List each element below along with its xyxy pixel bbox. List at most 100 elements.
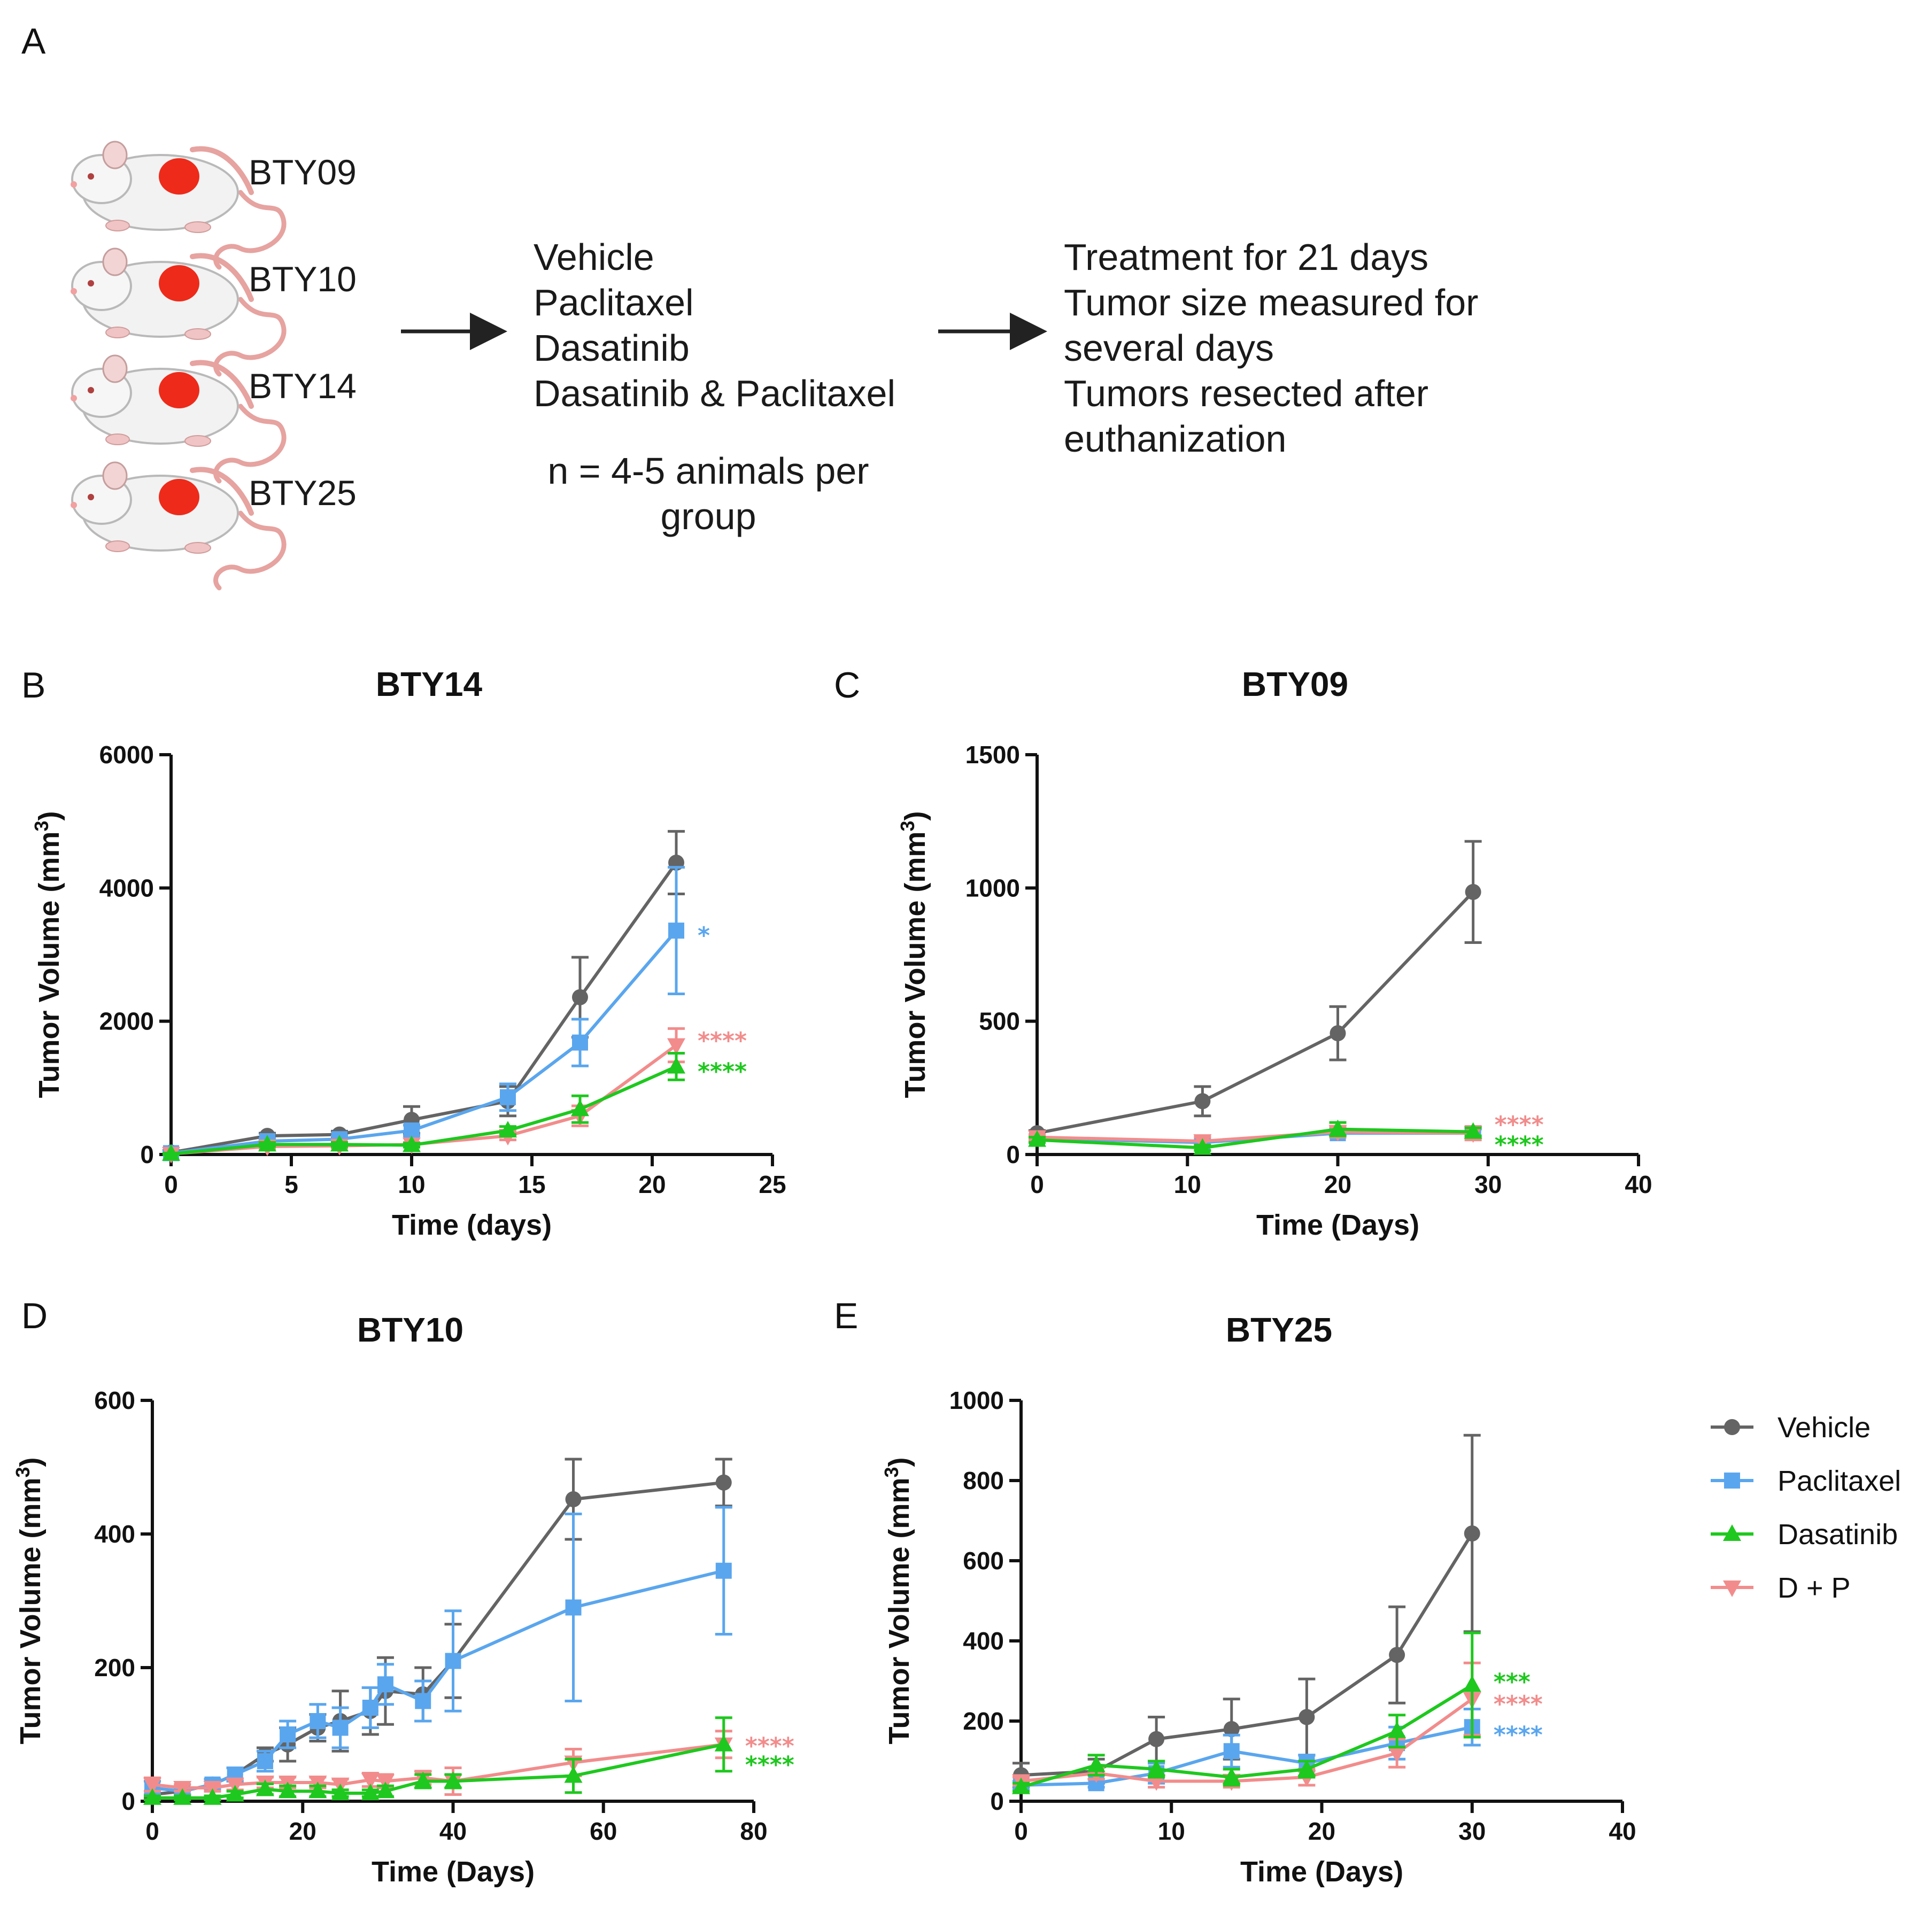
legend-item-vehicle: Vehicle xyxy=(1711,1412,1871,1444)
data-point xyxy=(500,1089,516,1105)
data-point xyxy=(376,1781,395,1799)
chart-title: BTY14 xyxy=(376,665,483,703)
data-point xyxy=(1389,1647,1405,1663)
panel-letter-e: E xyxy=(834,1296,858,1336)
x-tick-label: 40 xyxy=(1609,1817,1636,1845)
treatment-label: Dasatinib & Paclitaxel xyxy=(534,373,895,414)
x-tick-label: 20 xyxy=(638,1171,666,1198)
x-tick-label: 20 xyxy=(1308,1817,1335,1845)
procedure-text: Treatment for 21 days xyxy=(1064,236,1428,278)
y-tick-label: 600 xyxy=(94,1386,135,1414)
treatment-label: Vehicle xyxy=(534,236,654,278)
data-point xyxy=(668,923,684,939)
significance-label: **** xyxy=(698,1027,747,1055)
data-point xyxy=(280,1726,296,1742)
data-point xyxy=(1147,1760,1166,1776)
series-dasatinib xyxy=(162,1052,685,1161)
data-point xyxy=(414,1771,432,1788)
series-line xyxy=(152,1569,724,1793)
data-point xyxy=(445,1653,461,1669)
legend-marker xyxy=(1724,1473,1740,1489)
y-tick-label: 0 xyxy=(1006,1141,1020,1168)
series-dp xyxy=(1028,1125,1482,1151)
panel-letter-c: C xyxy=(834,665,860,706)
series-vehicle xyxy=(1013,1434,1481,1789)
y-tick-label: 400 xyxy=(963,1627,1004,1655)
chart-title: BTY25 xyxy=(1226,1311,1332,1349)
chart-title: BTY09 xyxy=(1242,665,1348,703)
y-axis-label: Tumor Volume (mm3) xyxy=(30,811,66,1098)
legend-label: Paclitaxel xyxy=(1778,1465,1901,1497)
group-size-text: group xyxy=(660,495,756,537)
y-axis-label: Tumor Volume (mm3) xyxy=(880,1457,916,1744)
x-axis-label: Time (Days) xyxy=(1240,1856,1403,1888)
data-point xyxy=(1297,1760,1316,1776)
data-point xyxy=(1087,1755,1106,1772)
x-tick-label: 0 xyxy=(1030,1171,1044,1198)
model-label: BTY10 xyxy=(249,259,357,299)
model-label: BTY09 xyxy=(249,152,357,192)
legend-marker xyxy=(1723,1524,1741,1541)
series-dp xyxy=(143,1730,733,1797)
legend-label: Vehicle xyxy=(1778,1412,1871,1444)
data-point xyxy=(572,989,588,1005)
procedure-text: Tumor size measured for xyxy=(1064,282,1478,323)
x-tick-label: 60 xyxy=(590,1817,617,1845)
y-tick-label: 0 xyxy=(121,1787,135,1815)
data-point xyxy=(1223,1743,1240,1760)
x-tick-label: 20 xyxy=(289,1817,316,1845)
data-point xyxy=(1330,1025,1346,1042)
data-point xyxy=(565,1599,582,1616)
data-point xyxy=(667,1057,685,1074)
legend-marker xyxy=(1724,1419,1740,1435)
data-point xyxy=(444,1771,462,1788)
chart-bty10: BTY10 0 200 400 600 0 20 40 60 80 Time (Days) Tumor… xyxy=(12,1311,794,1888)
x-tick-label: 15 xyxy=(518,1171,545,1198)
y-axis-label: Tumor Volume (mm3) xyxy=(897,811,932,1098)
legend-label: D + P xyxy=(1778,1572,1851,1604)
y-tick-label: 0 xyxy=(140,1141,154,1168)
series-line xyxy=(171,862,678,1155)
data-point xyxy=(361,1784,380,1800)
x-tick-label: 40 xyxy=(439,1817,467,1845)
chart-bty09: BTY09 0 500 1000 1500 0 10 20 30 40 Time (Days) Tum… xyxy=(897,665,1652,1241)
model-label: BTY14 xyxy=(249,366,357,406)
x-axis-label: Time (Days) xyxy=(372,1856,535,1888)
data-point xyxy=(1465,884,1481,900)
series-line xyxy=(152,1481,724,1796)
data-point xyxy=(667,1038,685,1055)
y-tick-label: 1000 xyxy=(965,874,1020,902)
legend: Vehicle Paclitaxel Dasatinib D + P xyxy=(1711,1412,1901,1604)
x-tick-label: 10 xyxy=(1174,1171,1201,1198)
data-point xyxy=(143,1788,161,1805)
procedure-text: several days xyxy=(1064,327,1274,369)
data-point xyxy=(1012,1777,1030,1794)
data-point xyxy=(377,1676,393,1693)
data-point xyxy=(143,1777,161,1794)
data-point xyxy=(362,1700,378,1716)
data-point xyxy=(571,1099,589,1117)
data-point xyxy=(203,1788,222,1805)
procedure-text: Tumors resected after xyxy=(1064,373,1428,414)
chart-bty25: BTY25 0 200 400 600 800 1000 0 10 20 30 40 Time (Day… xyxy=(880,1311,1636,1888)
series-line xyxy=(1037,1127,1473,1150)
y-tick-label: 0 xyxy=(990,1787,1004,1815)
significance-label: **** xyxy=(745,1752,794,1779)
data-point xyxy=(162,1144,180,1161)
significance-label: **** xyxy=(698,1058,747,1085)
y-tick-label: 200 xyxy=(963,1707,1004,1735)
data-point xyxy=(308,1781,327,1799)
significance-label: **** xyxy=(1494,1691,1543,1718)
y-tick-label: 200 xyxy=(94,1654,135,1682)
y-tick-label: 600 xyxy=(963,1547,1004,1575)
data-point xyxy=(565,1491,582,1507)
x-tick-label: 5 xyxy=(284,1171,298,1198)
data-point xyxy=(257,1753,273,1769)
y-tick-label: 500 xyxy=(979,1008,1020,1035)
series-line xyxy=(1037,890,1474,1135)
panel-letter-a: A xyxy=(21,21,46,61)
data-point xyxy=(330,1135,349,1152)
significance-label: **** xyxy=(1495,1132,1544,1159)
